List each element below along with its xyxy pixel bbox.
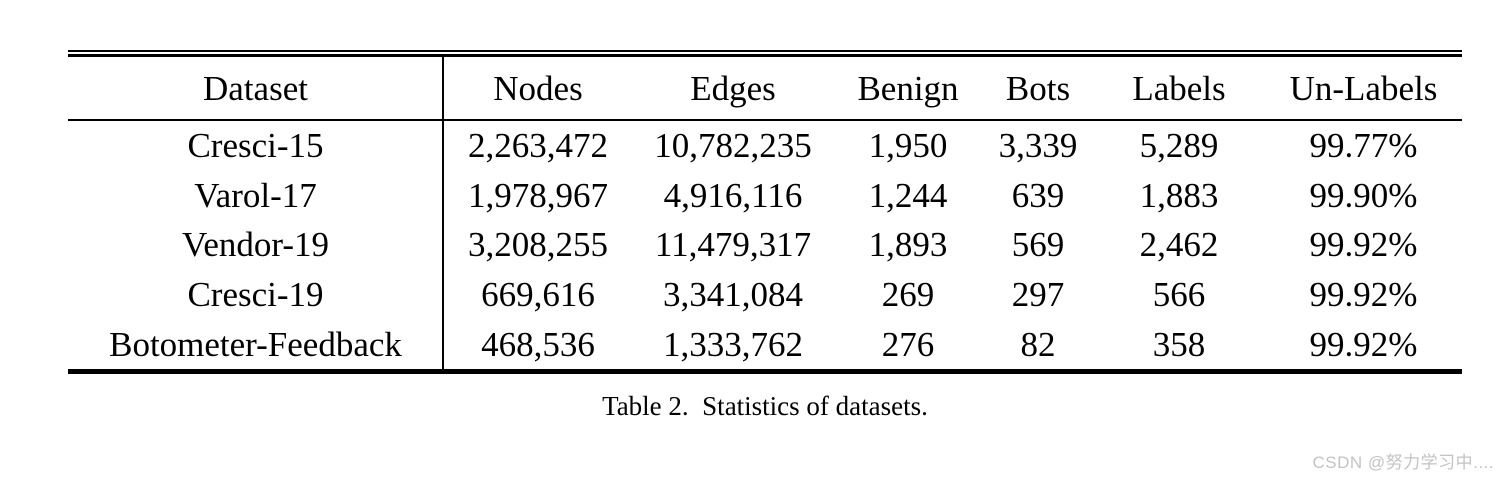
cell-bots: 3,339 [998,126,1078,166]
col-header-benign: Benign [857,68,959,108]
cell-bots: 569 [1011,225,1065,265]
col-header-edges: Edges [690,68,776,108]
col-header-dataset: Dataset [203,68,308,108]
cell-nodes: 3,208,255 [468,225,608,265]
datasets-table: Dataset Nodes Edges Benign Bots Labels U… [68,50,1462,424]
bottom-rule [68,369,1462,374]
cell-bots: 639 [1011,175,1065,215]
table-body: Cresci-15 2,263,472 10,782,235 1,950 3,3… [68,121,1462,369]
cell-benign: 269 [881,275,935,315]
cell-dataset: Varol-17 [194,175,317,215]
table-row: Varol-17 1,978,967 4,916,116 1,244 639 1… [68,171,1462,221]
table-row: Cresci-19 669,616 3,341,084 269 297 566 … [68,270,1462,320]
table-caption: Table 2. Statistics of datasets. [602,391,928,421]
cell-nodes: 2,263,472 [468,126,608,166]
cell-benign: 1,950 [868,126,948,166]
cell-edges: 11,479,317 [654,225,812,265]
cell-dataset: Botometer-Feedback [109,324,402,364]
header-rule [68,119,1462,121]
top-rule-thick [68,54,1462,57]
cell-edges: 1,333,762 [663,324,803,364]
cell-benign: 1,893 [868,225,948,265]
cell-nodes: 468,536 [481,324,595,364]
col-header-labels: Labels [1132,68,1226,108]
table-row: Cresci-15 2,263,472 10,782,235 1,950 3,3… [68,121,1462,171]
col-header-bots: Bots [1005,68,1071,108]
cell-un-labels: 99.92% [1309,324,1418,364]
table-header-row: Dataset Nodes Edges Benign Bots Labels U… [68,57,1462,119]
cell-edges: 4,916,116 [663,175,803,215]
cell-un-labels: 99.90% [1309,175,1418,215]
cell-dataset: Cresci-15 [187,126,324,166]
cell-bots: 297 [1011,275,1065,315]
cell-labels: 566 [1152,275,1206,315]
column-divider [442,57,444,369]
col-header-nodes: Nodes [493,68,583,108]
cell-edges: 10,782,235 [654,126,812,166]
cell-benign: 276 [881,324,935,364]
top-rule-thin [68,50,1462,52]
cell-nodes: 669,616 [481,275,595,315]
table-row: Vendor-19 3,208,255 11,479,317 1,893 569… [68,220,1462,270]
cell-benign: 1,244 [868,175,948,215]
cell-un-labels: 99.92% [1309,225,1418,265]
cell-un-labels: 99.77% [1309,126,1418,166]
cell-labels: 358 [1152,324,1206,364]
cell-labels: 2,462 [1139,225,1219,265]
cell-labels: 1,883 [1139,175,1219,215]
cell-bots: 82 [1020,324,1056,364]
cell-nodes: 1,978,967 [468,175,608,215]
cell-dataset: Cresci-19 [187,275,324,315]
cell-un-labels: 99.92% [1309,275,1418,315]
cell-labels: 5,289 [1139,126,1219,166]
col-header-un-labels: Un-Labels [1289,68,1438,108]
cell-dataset: Vendor-19 [181,225,330,265]
cell-edges: 3,341,084 [663,275,803,315]
top-rule-gap [68,52,1462,54]
table-row: Botometer-Feedback 468,536 1,333,762 276… [68,319,1462,369]
csdn-watermark: CSDN @努力学习中.... [1312,453,1494,472]
